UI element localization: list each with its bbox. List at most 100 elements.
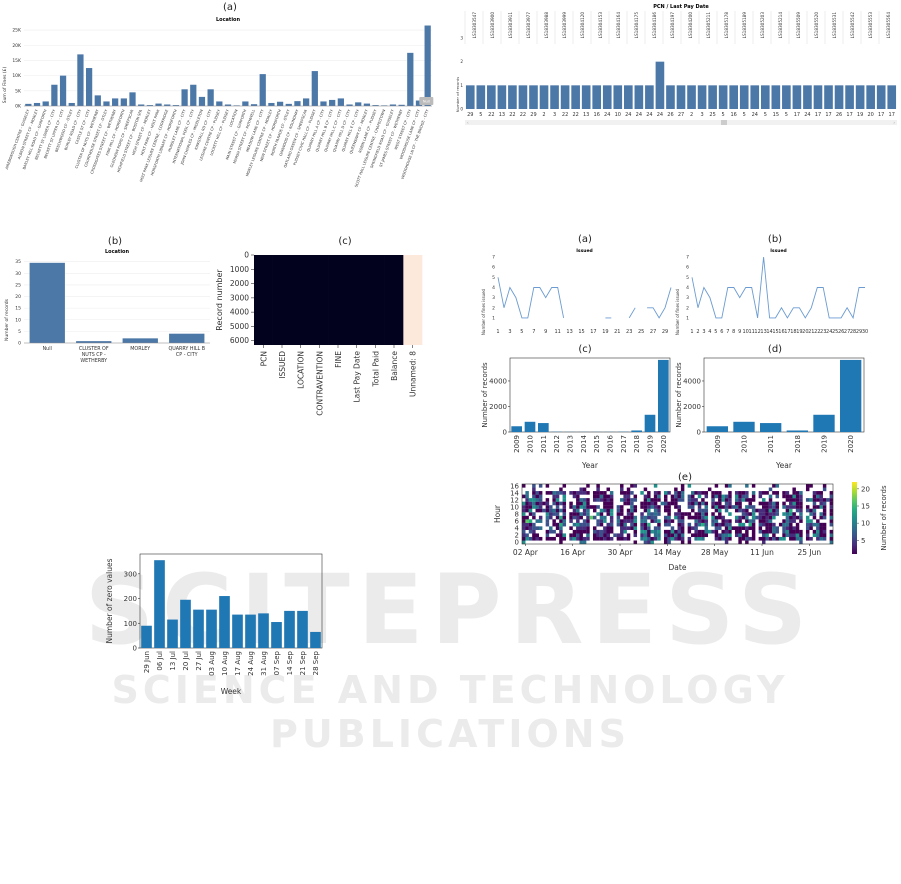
heatmap-cell (532, 529, 536, 534)
heatmap-cell (762, 533, 766, 538)
bar (245, 614, 256, 648)
heatmap-cell (555, 522, 560, 527)
heatmap-cell (816, 533, 820, 538)
heatmap-cell (714, 515, 719, 520)
heatmap-cell (789, 526, 793, 530)
heatmap-cell (697, 512, 702, 516)
heatmap-cell (532, 487, 536, 492)
heatmap-cell (805, 522, 810, 527)
x-tick-label: 10 (743, 329, 749, 335)
heatmap-cell (765, 512, 769, 516)
heatmap-cell (663, 536, 668, 541)
y-tick-label: 3 (492, 295, 495, 301)
heatmap-cell (667, 529, 671, 534)
heatmap-cell (701, 501, 705, 506)
heatmap-cell (532, 494, 536, 499)
heatmap-cell (522, 529, 526, 534)
y-axis-label: Hour (493, 504, 502, 523)
heatmap-cell (785, 529, 790, 534)
heatmap-cell (718, 512, 722, 516)
heatmap-cell (762, 529, 766, 534)
heatmap-cell (741, 536, 746, 541)
y-tick-label: 2 (686, 305, 689, 311)
heatmap-cell (704, 505, 709, 509)
heatmap-cell (535, 536, 540, 541)
heatmap-cell (782, 491, 786, 495)
heatmap-cell (647, 508, 651, 513)
colorbar-label: Number of records (880, 485, 888, 551)
x-tick-label: 15 (772, 329, 778, 335)
y-tick-label: 4000 (683, 377, 701, 385)
heatmap-cell (785, 505, 790, 509)
bar (181, 89, 188, 106)
heatmap-cell (545, 508, 550, 513)
heatmap-cell (734, 498, 739, 502)
y-tick-label: 2 (460, 59, 463, 64)
heatmap-cell (647, 505, 651, 509)
bar (644, 414, 656, 432)
heatmap-cell (535, 498, 540, 502)
heatmap-cell (741, 491, 746, 495)
x-tick-label: 5 (722, 112, 725, 118)
heatmap-cell (728, 533, 732, 538)
heatmap-cell (694, 536, 698, 541)
y-tick-label: 1 (460, 83, 463, 88)
heatmap-cell (657, 536, 661, 541)
heatmap-cell (663, 515, 668, 520)
heatmap-cell (599, 522, 604, 527)
y-tick-label: 4 (515, 525, 520, 533)
bar (476, 85, 486, 109)
x-tick-label: 14 Sep (286, 650, 294, 675)
heatmap-cell (724, 526, 729, 530)
heatmap-cell (724, 498, 729, 502)
heatmap-cell (795, 529, 800, 534)
heatmap-cell (819, 522, 823, 527)
heatmap-cell (691, 494, 695, 499)
x-tick-label: 24 (625, 112, 631, 118)
heatmap-cell (579, 529, 583, 534)
bar (259, 74, 266, 106)
heatmap-cell (623, 529, 627, 534)
heatmap-cell (562, 536, 567, 541)
horizontal-scrollbar (465, 120, 897, 125)
heatmap-cell (630, 498, 634, 502)
x-tick-label: 28 (850, 329, 856, 335)
x-tick-label: 11 (554, 329, 560, 335)
heatmap-cell (707, 487, 712, 492)
heatmap-cell (680, 487, 685, 492)
bar (571, 85, 580, 109)
heatmap-cell (768, 487, 773, 492)
heatmap-cell (714, 505, 719, 509)
x-tick-label: 4 (708, 329, 711, 335)
heatmap-cell (532, 526, 536, 530)
heatmap-cell (528, 501, 533, 506)
heatmap-cell (626, 536, 631, 541)
heatmap-cell (721, 498, 725, 502)
heatmap-cell (589, 515, 594, 520)
heatmap-cell (680, 515, 685, 520)
x-tick-label: 17 (889, 112, 895, 118)
heatmap-cell (647, 494, 651, 499)
x-tick-label: 17 (825, 112, 831, 118)
pcn-label: LS18303977 (526, 12, 531, 39)
heatmap-cell (738, 508, 742, 513)
heatmap-cell (718, 536, 722, 541)
heatmap-cell (799, 529, 803, 534)
heatmap-cell (562, 512, 567, 516)
pcn-label: LS18303911 (508, 12, 513, 39)
pcn-label: LS18304164 (616, 12, 621, 39)
heatmap-cell (623, 494, 627, 499)
heatmap-column (310, 255, 329, 345)
heatmap-cell (586, 526, 590, 530)
heatmap-cell (799, 519, 803, 523)
heatmap-cell (542, 508, 546, 513)
pcn-label: LS18304186 (652, 12, 657, 39)
heatmap-cell (691, 491, 695, 495)
heatmap-cell (647, 529, 651, 534)
bar (613, 85, 623, 109)
x-axis-label: Date (669, 563, 687, 572)
x-tick-label: 10 Aug (221, 651, 229, 676)
heatmap-cell (745, 529, 749, 534)
heatmap-cell (795, 498, 800, 502)
heatmap-cell (768, 522, 773, 527)
